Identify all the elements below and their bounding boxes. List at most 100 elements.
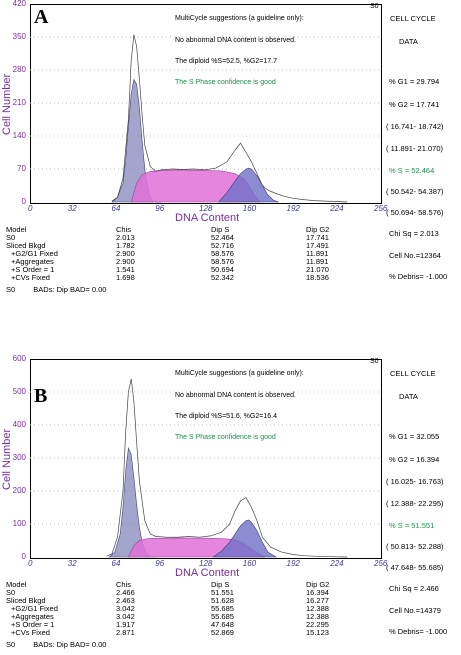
- s0-tag: S0: [370, 358, 379, 365]
- side-chi: Chi Sq = 2.013: [389, 229, 439, 238]
- side-debris: % Debris= -1.000: [389, 627, 448, 636]
- side-title-1: CELL CYCLE: [390, 14, 436, 23]
- x-tick-label: 32: [67, 204, 77, 213]
- table-cell: 52.342: [211, 273, 234, 282]
- table-cell: 1.917: [116, 620, 135, 629]
- y-tick-label: 280: [12, 65, 26, 74]
- table-cell: +S Order = 1: [11, 265, 55, 274]
- table-cell: +S Order = 1: [11, 620, 55, 629]
- table-cell: +CVs Fixed: [11, 628, 50, 637]
- table-cell: 16.277: [306, 596, 329, 605]
- x-tick-label: 224: [330, 559, 344, 568]
- table-header-row: Model Chis Dip S Dip G2: [6, 581, 366, 589]
- table-header-cell: Dip S: [211, 580, 230, 589]
- table-header-cell: Model: [6, 580, 27, 589]
- table-cell: 11.891: [306, 257, 329, 266]
- table-header-cell: Chis: [116, 225, 132, 234]
- x-axis-label: DNA Content: [175, 212, 240, 224]
- panel-a: A S0 MultiCycle suggestions (a guideline…: [0, 0, 461, 300]
- x-tick-label: 224: [330, 204, 344, 213]
- table-cell: 11.891: [306, 249, 329, 258]
- table-cell: 3.042: [116, 612, 135, 621]
- x-tick-label: 96: [155, 559, 165, 568]
- table-cell: 2.463: [116, 596, 135, 605]
- panel-letter: A: [34, 6, 49, 28]
- table-cell: 55.685: [211, 604, 234, 613]
- msg-abnormal: No abnormal DNA content is observed.: [175, 37, 297, 44]
- table-row: +G2/G1 Fixed 3.042 55.685 12.388: [6, 605, 366, 613]
- table-cell: +CVs Fixed: [11, 273, 50, 282]
- msg-suggestions: MultiCycle suggestions (a guideline only…: [175, 370, 304, 377]
- msg-confidence: The S Phase confidence is good: [175, 79, 276, 86]
- table-cell: Sliced Bkgd: [6, 241, 46, 250]
- side-cellno: Cell No.=12364: [389, 251, 441, 260]
- x-tick-label: 64: [111, 559, 121, 568]
- x-tick-label: 160: [242, 204, 257, 213]
- table-cell: 52.464: [211, 233, 234, 242]
- table-cell: 3.042: [116, 604, 135, 613]
- model-table: Model Chis Dip S Dip G2 S0 2.013 52.464 17.741 S…: [6, 226, 366, 282]
- side-g2-range: ( 16.741- 18.742): [386, 122, 444, 131]
- footer-bads: BADs: Dip BAD= 0.00: [33, 285, 107, 294]
- s0-tag: S0: [370, 3, 379, 10]
- table-header-cell: Dip G2: [306, 225, 330, 234]
- table-cell: 1.782: [116, 241, 135, 250]
- msg-suggestions: MultiCycle suggestions (a guideline only…: [175, 15, 304, 22]
- y-tick-label: 400: [12, 420, 26, 429]
- y-tick-label: 500: [12, 387, 26, 396]
- y-tick-label: 140: [12, 131, 26, 140]
- panel-letter: B: [34, 385, 48, 407]
- table-cell: 18.536: [306, 273, 329, 282]
- table-cell: 55.685: [211, 612, 234, 621]
- table-cell: 52.869: [211, 628, 234, 637]
- footer: S0 BADs: Dip BAD= 0.00: [6, 640, 106, 649]
- table-cell: 16.394: [306, 588, 329, 597]
- msg-diploid: The diploid %S=51.6, %G2=16.4: [175, 413, 277, 420]
- g2-peak-area: [218, 167, 279, 203]
- x-tick-label: 192: [286, 559, 300, 568]
- table-cell: 15.123: [306, 628, 329, 637]
- table-cell: +Aggregates: [11, 257, 54, 266]
- y-tick-label: 210: [12, 98, 26, 107]
- x-tick-label: 96: [155, 204, 165, 213]
- side-g1-range: ( 11.891- 21.070): [386, 144, 443, 153]
- panel-b: B S0 MultiCycle suggestions (a guideline…: [0, 354, 461, 655]
- x-tick-label: 0: [28, 559, 33, 568]
- table-cell: 58.576: [211, 257, 234, 266]
- table-cell: +Aggregates: [11, 612, 54, 621]
- y-tick-label: 420: [12, 0, 26, 8]
- msg-abnormal: No abnormal DNA content is observed.: [175, 392, 297, 399]
- table-cell: 50.694: [211, 265, 234, 274]
- x-tick-label: 256: [374, 559, 388, 568]
- x-axis-label: DNA Content: [175, 567, 240, 579]
- table-cell: 1.698: [116, 273, 135, 282]
- table-cell: 12.388: [306, 604, 329, 613]
- histogram-svg: [30, 378, 380, 558]
- footer-s0: S0: [6, 285, 16, 294]
- y-tick-label: 100: [12, 519, 26, 528]
- table-cell: 2.871: [116, 628, 135, 637]
- side-g1-range: ( 12.388- 22.295): [386, 499, 444, 508]
- y-tick-label: 350: [12, 32, 26, 41]
- table-cell: 2.900: [116, 249, 135, 258]
- footer: S0 BADs: Dip BAD= 0.00: [6, 285, 106, 294]
- table-cell: 1.541: [116, 265, 135, 274]
- side-g2: % G2 = 17.741: [389, 100, 440, 109]
- side-g2-range: ( 16.025- 16.763): [386, 477, 444, 486]
- side-title-1: CELL CYCLE: [390, 369, 436, 378]
- x-tick-label: 0: [28, 204, 33, 213]
- x-tick-label: 128: [199, 559, 213, 568]
- y-tick-label: 300: [12, 453, 26, 462]
- x-tick-label: 32: [67, 559, 77, 568]
- y-tick-label: 0: [21, 552, 26, 561]
- table-row: +Aggregates 2.900 58.576 11.891: [6, 258, 366, 266]
- table-row: +CVs Fixed 2.871 52.869 15.123: [6, 629, 366, 637]
- table-cell: 12.388: [306, 612, 329, 621]
- y-tick-label: 70: [17, 164, 26, 173]
- model-table: Model Chis Dip S Dip G2 S0 2.466 51.551 16.394 S…: [6, 581, 366, 637]
- footer-bads: BADs: Dip BAD= 0.00: [33, 640, 107, 649]
- x-tick-label: 64: [111, 204, 121, 213]
- side-s: % S = 52.464: [389, 166, 435, 175]
- table-row: +G2/G1 Fixed 2.900 58.576 11.891: [6, 250, 366, 258]
- table-row: S0 2.013 52.464 17.741: [6, 234, 366, 242]
